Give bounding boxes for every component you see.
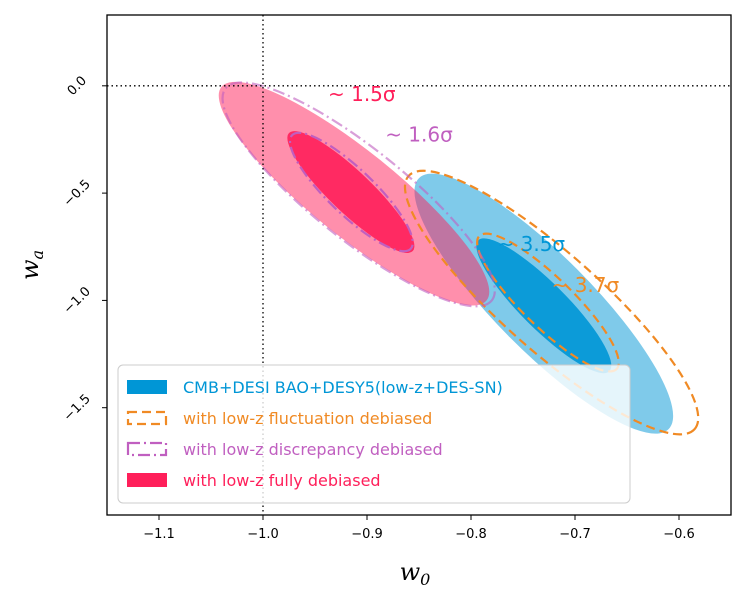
x-axis-label: w0 bbox=[400, 558, 431, 589]
sigma-label: ~ 3.7σ bbox=[552, 273, 620, 297]
y-tick-label: 0.0 bbox=[65, 74, 90, 99]
sigma-label: ~ 1.6σ bbox=[385, 123, 453, 147]
y-tick-label: −0.5 bbox=[61, 177, 94, 210]
x-tick-label: −1.0 bbox=[247, 527, 279, 542]
legend-fully-debiased-swatch bbox=[127, 473, 167, 487]
dashdot-discrepancy-outer-contour bbox=[221, 81, 496, 308]
axis-labels: w0 wa bbox=[16, 250, 430, 589]
sigma-label: ~ 1.5σ bbox=[328, 82, 396, 106]
sigma-label: ~ 3.5σ bbox=[498, 232, 566, 256]
plot-frame bbox=[106, 14, 732, 516]
x-tick-label: −1.1 bbox=[143, 527, 175, 542]
x-tick-label: −0.9 bbox=[351, 527, 383, 542]
legend-fluctuation-label: with low-z fluctuation debiased bbox=[183, 409, 432, 428]
y-tick-label: −1.0 bbox=[61, 284, 94, 317]
fully-debiased-inner-contour bbox=[287, 131, 415, 253]
x-tick-label: −0.8 bbox=[455, 527, 487, 542]
x-tick-label: −0.6 bbox=[663, 527, 695, 542]
sigma-annotations: ~ 1.5σ ~ 1.6σ ~ 3.5σ ~ 3.7σ bbox=[328, 82, 620, 297]
y-tick-label: −1.5 bbox=[61, 392, 94, 425]
legend-fully-debiased-label: with low-z fully debiased bbox=[183, 471, 381, 490]
legend: CMB+DESI BAO+DESY5(low-z+DES-SN) with low… bbox=[117, 364, 631, 504]
y-axis-label: wa bbox=[16, 250, 47, 280]
legend-cmb-desi-label: CMB+DESI BAO+DESY5(low-z+DES-SN) bbox=[183, 378, 503, 397]
x-axis-label-subscript: 0 bbox=[420, 570, 430, 589]
cmb-desi-inner-contour bbox=[476, 238, 612, 374]
legend-discrepancy-label: with low-z discrepancy debiased bbox=[183, 440, 443, 459]
legend-fluctuation-swatch bbox=[126, 410, 168, 426]
dashdot-discrepancy-inner-contour bbox=[288, 131, 414, 253]
y-axis-label-subscript: a bbox=[28, 250, 47, 260]
legend-discrepancy-swatch bbox=[126, 441, 168, 457]
legend-cmb-desi-swatch bbox=[127, 380, 167, 394]
x-tick-label: −0.7 bbox=[559, 527, 591, 542]
reference-lines bbox=[107, 15, 731, 515]
legend-box bbox=[117, 364, 631, 504]
